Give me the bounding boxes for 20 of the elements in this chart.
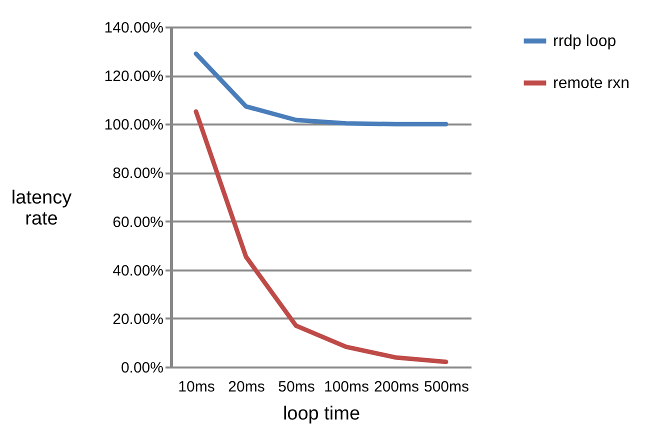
legend-label: remote rxn (553, 75, 630, 92)
x-tick-label: 100ms (324, 378, 370, 396)
line-series (194, 51, 448, 126)
y-tick-label: 60.00% (112, 214, 164, 231)
y-tick-label: 0.00% (120, 360, 164, 376)
line-series (194, 109, 448, 364)
x-tick-label: 500ms (424, 378, 470, 396)
x-tick-label: 10ms (178, 378, 215, 396)
y-tick-label: 80.00% (112, 165, 164, 182)
y-tick-label: 40.00% (112, 262, 164, 280)
x-tick-label: 200ms (374, 378, 420, 396)
y-axis-title: latency rate (11, 188, 72, 230)
x-axis-title: loop time (282, 404, 360, 424)
x-tick-label: 20ms (228, 378, 265, 396)
y-tick-label: 100.00% (104, 116, 164, 134)
y-tick-label: 120.00% (104, 68, 164, 86)
y-tick-label: 20.00% (112, 310, 164, 328)
y-tick-label: 140.00% (104, 20, 164, 36)
legend-label: rrdp loop (553, 33, 616, 50)
x-tick-label: 50ms (278, 378, 315, 396)
